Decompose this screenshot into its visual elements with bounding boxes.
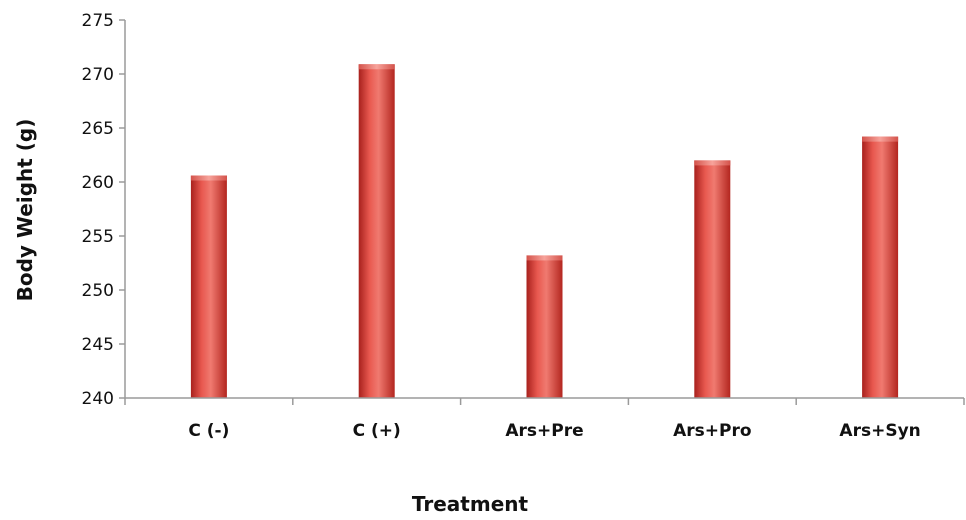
bar-body [862, 136, 899, 398]
bar-body [190, 175, 227, 398]
bar-cap [358, 64, 395, 70]
x-category-label: Ars+Pre [505, 421, 583, 441]
bar-cap [190, 175, 227, 181]
y-axis-labels: 275 270 265 260 255 250 245 240 [82, 11, 114, 409]
y-tick-label: 275 [82, 11, 114, 31]
x-category-label: Ars+Pro [673, 421, 751, 441]
x-axis-ticks [124, 398, 965, 405]
y-tick-label: 250 [82, 281, 114, 301]
bar [862, 136, 899, 398]
y-tick-label: 270 [82, 65, 114, 85]
y-tick-label: 240 [82, 389, 114, 409]
y-axis-title: Body Weight (g) [13, 119, 37, 302]
bars [190, 64, 899, 398]
bar-cap [862, 136, 899, 142]
y-tick-label: 260 [82, 173, 114, 193]
x-category-label: C (+) [353, 421, 401, 441]
x-axis-title: Treatment [412, 492, 529, 516]
bar [190, 175, 227, 398]
y-tick-label: 255 [82, 227, 114, 247]
y-tick-label: 245 [82, 335, 114, 355]
bar [358, 64, 395, 398]
bar-body [358, 64, 395, 398]
x-category-label: C (-) [188, 421, 229, 441]
x-axis-category-labels: C (-) C (+) Ars+Pre Ars+Pro Ars+Syn [188, 421, 920, 441]
bar-body [694, 160, 731, 398]
bar [526, 255, 563, 398]
bar-body [526, 255, 563, 398]
bar-cap [526, 255, 563, 261]
bar-cap [694, 160, 731, 166]
bar [694, 160, 731, 398]
y-tick-label: 265 [82, 119, 114, 139]
y-axis-ticks [119, 19, 125, 399]
x-category-label: Ars+Syn [839, 421, 920, 441]
